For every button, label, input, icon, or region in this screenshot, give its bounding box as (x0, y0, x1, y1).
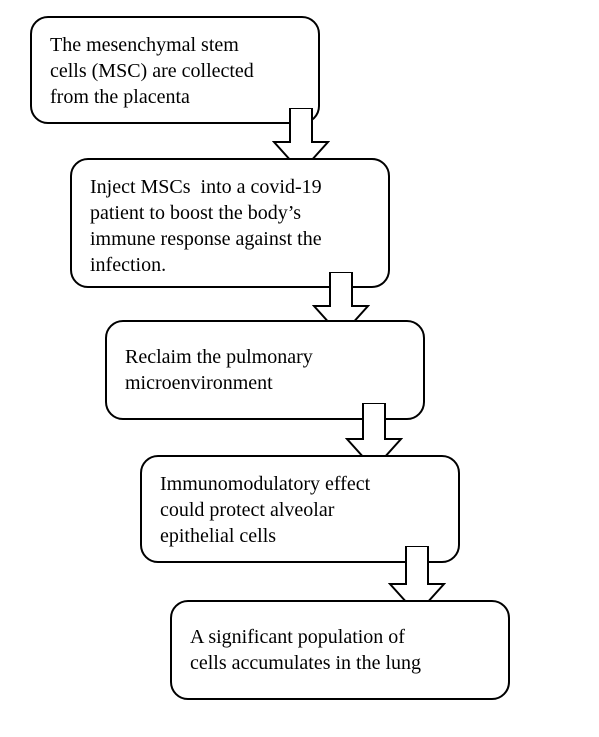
flow-node-5-text: A significant population of cells accumu… (190, 624, 421, 676)
flow-node-2: Inject MSCs into a covid-19 patient to b… (70, 158, 390, 288)
flowchart-canvas: The mesenchymal stem cells (MSC) are col… (0, 0, 599, 737)
flow-node-5: A significant population of cells accumu… (170, 600, 510, 700)
flow-node-1-text: The mesenchymal stem cells (MSC) are col… (50, 32, 254, 110)
flow-node-4-text: Immunomodulatory effect could protect al… (160, 471, 370, 549)
flow-node-3-text: Reclaim the pulmonary microenvironment (125, 344, 313, 396)
flow-node-2-text: Inject MSCs into a covid-19 patient to b… (90, 174, 322, 278)
